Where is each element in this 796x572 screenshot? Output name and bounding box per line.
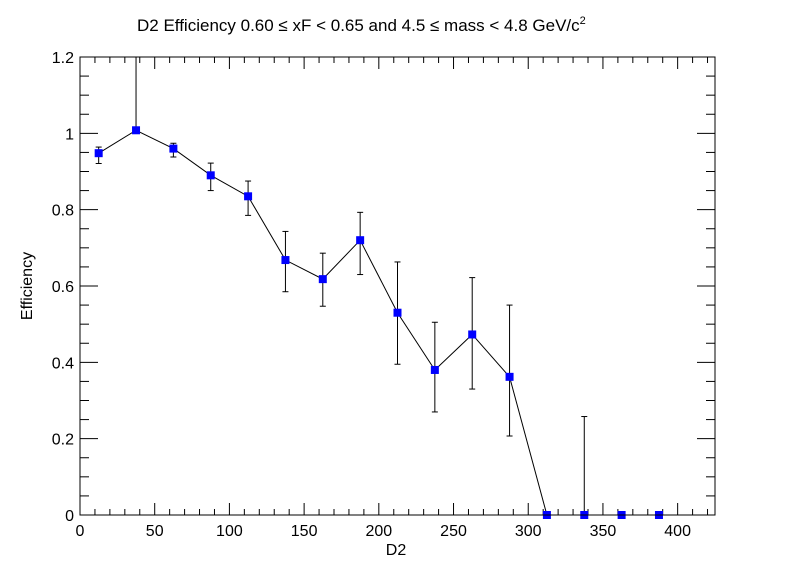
x-axis-label: D2: [386, 542, 407, 559]
data-point: [244, 192, 253, 201]
data-point: [393, 308, 402, 317]
y-tick-label: 0.8: [52, 203, 74, 220]
y-tick-label: 0.4: [52, 355, 74, 372]
data-point: [318, 275, 327, 284]
x-tick-label: 100: [216, 523, 243, 540]
x-tick-label: 250: [440, 523, 467, 540]
x-tick-label: 300: [515, 523, 542, 540]
x-tick-label: 0: [76, 523, 85, 540]
data-point: [468, 330, 477, 339]
y-tick-label: 1: [65, 126, 74, 143]
plot-frame: [79, 56, 716, 516]
x-tick-label: 200: [365, 523, 392, 540]
x-tick-label: 350: [590, 523, 617, 540]
y-tick-label: 0.6: [52, 279, 74, 296]
data-point: [356, 236, 365, 245]
x-tick-label: 400: [664, 523, 691, 540]
data-point: [169, 144, 178, 153]
x-tick-label: 50: [146, 523, 164, 540]
axes: 0 50 100 150 200 250 300 350 400 0 0.2 0.4 0.6 0.8 1 1.…: [52, 50, 715, 540]
x-tick-label: 150: [291, 523, 318, 540]
chart-title-text: D2 Efficiency 0.60 ≤ xF < 0.65 and 4.5 ≤…: [137, 16, 580, 35]
data-point: [132, 126, 141, 135]
y-axis-label: Efficiency: [19, 252, 36, 320]
y-tick-label: 0: [65, 508, 74, 525]
chart-title: D2 Efficiency 0.60 ≤ xF < 0.65 and 4.5 ≤…: [137, 15, 586, 35]
y-tick-label: 0.2: [52, 432, 74, 449]
data-point: [505, 372, 514, 381]
data-point: [94, 149, 103, 158]
data-point: [430, 365, 439, 374]
data-point: [206, 171, 215, 180]
chart-title-superscript: 2: [580, 15, 586, 27]
y-tick-label: 1.2: [52, 50, 74, 67]
data-point: [281, 256, 290, 265]
